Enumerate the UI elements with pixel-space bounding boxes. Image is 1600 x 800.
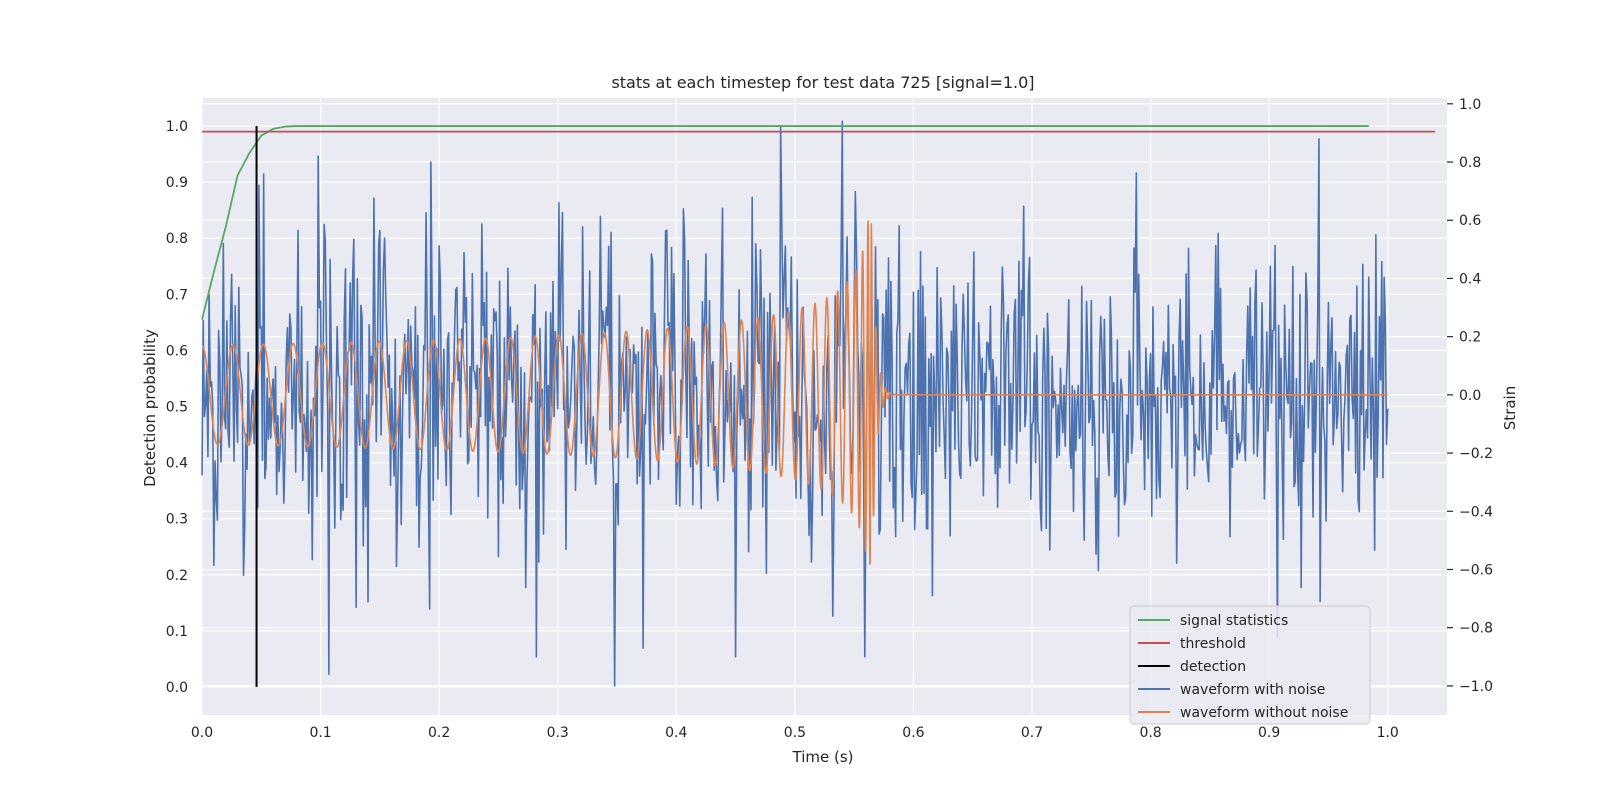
legend-label: detection (1180, 659, 1246, 675)
series-layer (201, 120, 1436, 687)
y2-tick-label: 0.2 (1459, 330, 1481, 346)
x-tick-label: 0.3 (547, 725, 569, 741)
y2-tick-label: −0.8 (1459, 621, 1493, 637)
series-signal-statistics (201, 125, 1369, 320)
x-tick-label: 0.0 (191, 725, 213, 741)
legend: signal statistics threshold detection wavef… (1129, 605, 1371, 725)
y-tick-label: 0.7 (166, 287, 188, 303)
x-tick-label: 0.4 (665, 725, 687, 741)
y-tick-label: 0.0 (166, 680, 188, 696)
y-tick-label: 0.1 (166, 624, 188, 640)
y-tick-label: 0.3 (166, 512, 188, 528)
y-tick-label: 0.2 (166, 568, 188, 584)
y-tick-label: 0.8 (166, 231, 188, 247)
x-tick-label: 0.5 (784, 725, 806, 741)
legend-label: threshold (1180, 636, 1246, 652)
legend-label: waveform without noise (1180, 705, 1348, 721)
y2-axis-ticks: −1.0 −0.8 −0.6 −0.4 −0.2 0.0 0.2 0.4 0.6 0.8 1.0 (1447, 97, 1493, 695)
y-tick-label: 0.5 (166, 400, 188, 416)
y-axis-ticks: 0.0 0.1 0.2 0.3 0.4 0.5 0.6 0.7 0.8 0.9 1.0 (166, 119, 188, 696)
y2-tick-label: −0.2 (1459, 446, 1493, 462)
y2-tick-label: 0.4 (1459, 271, 1481, 287)
x-axis-label: Time (s) (792, 748, 854, 766)
series-waveform-without-noise (201, 220, 1389, 565)
chart-title: stats at each timestep for test data 725… (611, 73, 1034, 92)
y2-tick-label: −0.6 (1459, 562, 1493, 578)
y2-tick-label: 0.0 (1459, 388, 1481, 404)
y-tick-label: 1.0 (166, 119, 188, 135)
legend-label: signal statistics (1180, 613, 1288, 629)
x-axis-ticks: 0.0 0.1 0.2 0.3 0.4 0.5 0.6 0.7 0.8 0.9 1.0 (191, 725, 1399, 741)
y-tick-label: 0.6 (166, 343, 188, 359)
x-tick-label: 0.9 (1258, 725, 1280, 741)
x-tick-label: 0.7 (1021, 725, 1043, 741)
y2-axis-label: Strain (1501, 386, 1519, 430)
x-tick-label: 0.8 (1139, 725, 1161, 741)
x-tick-label: 1.0 (1377, 725, 1399, 741)
y-tick-label: 0.9 (166, 175, 188, 191)
y2-tick-label: −1.0 (1459, 679, 1493, 695)
x-tick-label: 0.1 (309, 725, 331, 741)
y2-tick-label: 0.8 (1459, 155, 1481, 171)
y2-tick-label: −0.4 (1459, 504, 1493, 520)
y2-tick-label: 0.6 (1459, 213, 1481, 229)
y-tick-label: 0.4 (166, 456, 188, 472)
x-tick-label: 0.6 (902, 725, 924, 741)
legend-box (1129, 605, 1371, 725)
x-tick-label: 0.2 (428, 725, 450, 741)
y-axis-label: Detection probability (141, 329, 159, 487)
y2-tick-label: 1.0 (1459, 97, 1481, 113)
legend-label: waveform with noise (1180, 682, 1325, 698)
